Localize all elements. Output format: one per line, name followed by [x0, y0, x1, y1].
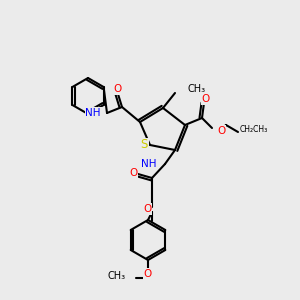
Text: O: O — [129, 168, 137, 178]
Text: O: O — [114, 84, 122, 94]
Text: O: O — [202, 94, 210, 104]
Text: NH: NH — [85, 108, 101, 118]
Text: O: O — [143, 204, 151, 214]
Text: S: S — [140, 139, 148, 152]
Text: CH₃: CH₃ — [187, 84, 205, 94]
Text: O: O — [144, 269, 152, 279]
Text: NH: NH — [142, 159, 157, 169]
Text: CH₂CH₃: CH₂CH₃ — [240, 125, 268, 134]
Text: O: O — [217, 126, 225, 136]
Text: CH₃: CH₃ — [108, 271, 126, 281]
